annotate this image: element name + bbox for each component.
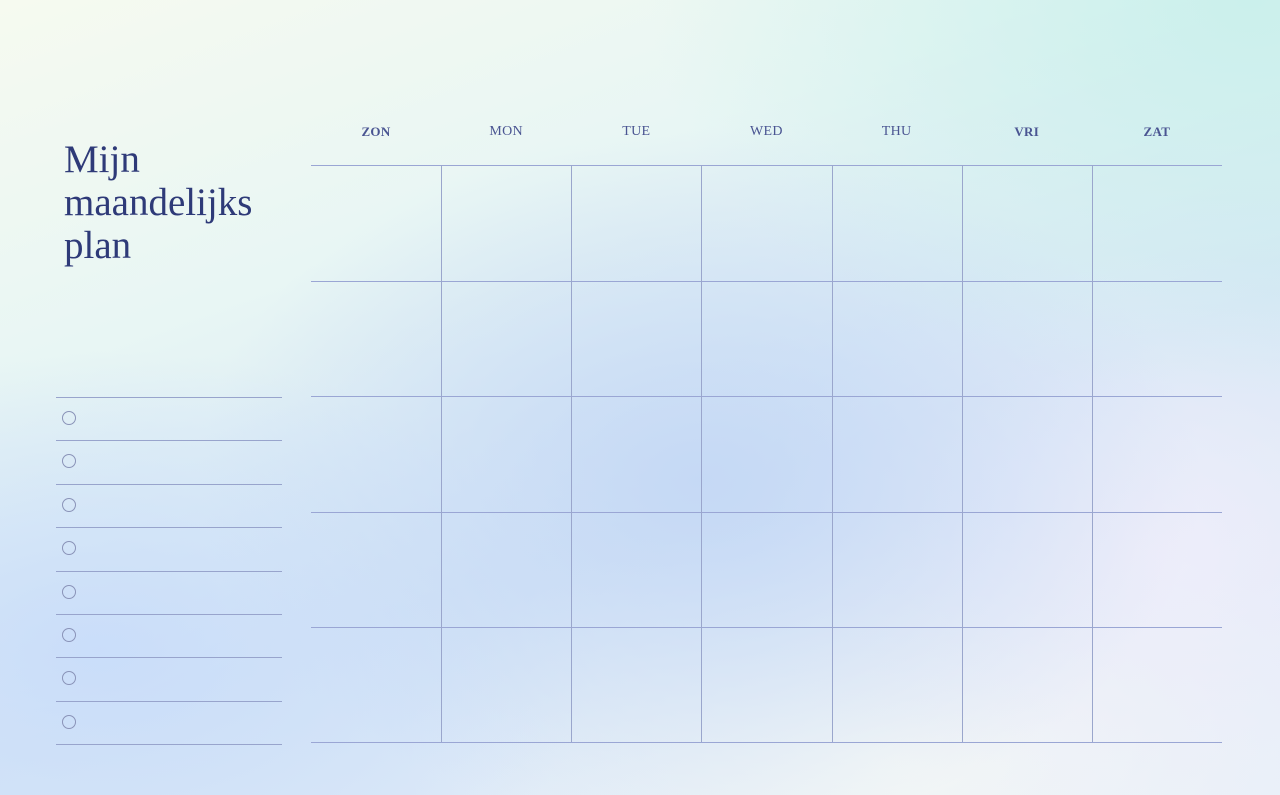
calendar-cell[interactable] — [571, 512, 701, 627]
checkbox-circle-icon[interactable] — [62, 411, 76, 425]
calendar-cell[interactable] — [832, 627, 962, 742]
grid-row-line — [311, 742, 1222, 743]
grid-row-line — [311, 627, 1222, 628]
calendar-cell[interactable] — [832, 165, 962, 281]
calendar-cell[interactable] — [441, 627, 571, 742]
calendar-cell[interactable] — [571, 396, 701, 512]
checklist-line — [56, 614, 282, 615]
checklist-line — [56, 744, 282, 745]
calendar-cell[interactable] — [1092, 396, 1222, 512]
checkbox-circle-icon[interactable] — [62, 715, 76, 729]
calendar-cell[interactable] — [1092, 512, 1222, 627]
calendar-cell[interactable] — [962, 165, 1092, 281]
calendar-cell[interactable] — [962, 396, 1092, 512]
calendar-cell[interactable] — [571, 627, 701, 742]
checkbox-circle-icon[interactable] — [62, 454, 76, 468]
weekday-zon: ZON — [361, 124, 391, 139]
grid-column-line — [701, 165, 702, 742]
checklist-line — [56, 484, 282, 485]
weekday-zat: ZAT — [1143, 124, 1171, 139]
checklist-line — [56, 571, 282, 572]
calendar-cell[interactable] — [701, 396, 831, 512]
calendar-cell[interactable] — [311, 627, 441, 742]
checkbox-circle-icon[interactable] — [62, 541, 76, 555]
calendar-cell[interactable] — [701, 165, 831, 281]
calendar-cell[interactable] — [441, 512, 571, 627]
weekday-wed: WED — [750, 124, 783, 139]
calendar-cell[interactable] — [701, 627, 831, 742]
calendar-cell[interactable] — [441, 281, 571, 396]
checkbox-circle-icon[interactable] — [62, 585, 76, 599]
calendar-cell[interactable] — [571, 281, 701, 396]
weekday-thu: THU — [881, 124, 912, 139]
calendar-cell[interactable] — [311, 165, 441, 281]
calendar-cell[interactable] — [441, 396, 571, 512]
checklist-line — [56, 527, 282, 528]
calendar-cell[interactable] — [311, 512, 441, 627]
checklist-line — [56, 657, 282, 658]
checkbox-circle-icon[interactable] — [62, 671, 76, 685]
grid-column-line — [571, 165, 572, 742]
calendar-cell[interactable] — [962, 281, 1092, 396]
calendar-cell[interactable] — [832, 396, 962, 512]
calendar-cell[interactable] — [962, 627, 1092, 742]
weekday-mon: MON — [489, 124, 523, 139]
calendar-cell[interactable] — [1092, 627, 1222, 742]
grid-column-line — [832, 165, 833, 742]
page-title: Mijn maandelijks plan — [64, 138, 253, 267]
weekday-vri: VRI — [1014, 124, 1040, 139]
calendar-cell[interactable] — [1092, 281, 1222, 396]
calendar-cell[interactable] — [701, 281, 831, 396]
weekday-tue: TUE — [622, 124, 651, 139]
grid-column-line — [441, 165, 442, 742]
grid-row-line — [311, 281, 1222, 282]
grid-row-line — [311, 512, 1222, 513]
calendar-cell[interactable] — [311, 396, 441, 512]
calendar-cell[interactable] — [311, 281, 441, 396]
checkbox-circle-icon[interactable] — [62, 498, 76, 512]
grid-column-line — [962, 165, 963, 742]
checklist-line — [56, 440, 282, 441]
checklist-line — [56, 397, 282, 398]
calendar-cell[interactable] — [1092, 165, 1222, 281]
calendar-cell[interactable] — [571, 165, 701, 281]
calendar-cell[interactable] — [962, 512, 1092, 627]
calendar-cell[interactable] — [832, 512, 962, 627]
grid-column-line — [1092, 165, 1093, 742]
grid-row-line — [311, 165, 1222, 166]
calendar-cell[interactable] — [441, 165, 571, 281]
calendar-cell[interactable] — [832, 281, 962, 396]
calendar-cell[interactable] — [701, 512, 831, 627]
checkbox-circle-icon[interactable] — [62, 628, 76, 642]
checklist-line — [56, 701, 282, 702]
grid-row-line — [311, 396, 1222, 397]
